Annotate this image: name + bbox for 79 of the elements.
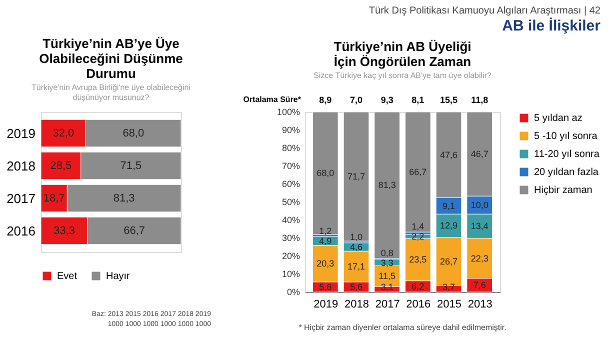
bar xyxy=(312,112,338,235)
legend-label: 5 -10 yıl sonra xyxy=(534,131,598,142)
data-label: 81,3 xyxy=(378,180,396,190)
data-label: 11,5 xyxy=(378,271,396,282)
data-label: 5,6 xyxy=(350,282,363,292)
legend-label: Hiçbir zaman xyxy=(534,185,592,196)
x-tick-label: 2018 xyxy=(344,298,369,310)
text: 11,8 xyxy=(471,95,488,105)
text: 7,0 xyxy=(350,95,363,105)
data-label: 4,9 xyxy=(319,236,332,246)
y-tick-label: 0% xyxy=(286,287,300,297)
x-tick-label: 2013 xyxy=(468,298,492,310)
y-tick-label: 2019 xyxy=(6,126,36,141)
data-label: 20,3 xyxy=(316,258,334,269)
x-tick-label: 2017 xyxy=(375,298,400,310)
data-label: 12,9 xyxy=(440,220,458,231)
data-label: 22,3 xyxy=(470,253,488,264)
data-label: 26,7 xyxy=(440,256,458,266)
chart-title: Türkiye’nin AB’ye Üye Olabileceğini Düşünme Durumu xyxy=(39,36,183,81)
data-label: 13,4 xyxy=(470,221,488,232)
text: 9,3 xyxy=(380,95,394,105)
bar xyxy=(404,112,431,232)
data-label: 23,5 xyxy=(409,254,427,265)
legend-label: 5 yıldan az xyxy=(534,113,582,124)
y-tick-label: 60% xyxy=(282,179,300,189)
chart-subtitle: Türkiye'nin Avrupa Birliği'ne üye olabileceğini düşünüyor musunuz? xyxy=(32,83,191,102)
data-label: 71,5 xyxy=(120,160,142,172)
legend-label: Evet xyxy=(57,271,78,282)
data-label: 68,0 xyxy=(316,168,334,178)
data-label: 28,5 xyxy=(50,160,72,172)
y-tick-label: 100% xyxy=(276,107,300,117)
y-tick-label: 80% xyxy=(282,143,300,153)
data-label: 46,7 xyxy=(470,149,488,160)
data-label: 6,2 xyxy=(412,281,424,292)
data-label: 1,0 xyxy=(350,232,363,242)
data-label: 7,6 xyxy=(473,280,486,290)
x-tick-label: 2016 xyxy=(406,298,431,310)
data-label: 18,7 xyxy=(43,192,65,204)
data-label: 66,7 xyxy=(409,167,427,178)
data-label: 81,3 xyxy=(113,192,135,204)
data-label: 17,1 xyxy=(347,262,366,272)
data-label: 0,8 xyxy=(380,248,394,258)
y-tick-label: 70% xyxy=(282,161,300,171)
data-label: 66,7 xyxy=(124,224,146,237)
text: 8,1 xyxy=(412,95,424,105)
y-tick-label: 2016 xyxy=(6,223,36,238)
legend-label: 20 yıldan fazla xyxy=(534,167,599,178)
data-label: 33,3 xyxy=(54,224,76,237)
x-tick-label: 2019 xyxy=(314,298,338,310)
data-label: 1,2 xyxy=(319,226,332,236)
legend-label: 11-20 yıl sonra xyxy=(534,149,600,160)
data-label: 10,0 xyxy=(470,200,488,210)
chart-subtitle: Sizce Türkiye kaç yıl sonra AB'ye tam üye olabilir? xyxy=(314,71,492,80)
text: Türk Dış Politikası Kamuoyu Algıları Araştırması | 42 xyxy=(368,6,601,16)
y-tick-label: 50% xyxy=(282,197,300,207)
y-tick-label: 10% xyxy=(282,269,300,279)
y-tick-label: 20% xyxy=(282,251,300,261)
text: * Hiçbir zaman diyenler ortalama süreye dahil edilmemiştir. xyxy=(298,323,506,332)
data-label: 3,3 xyxy=(380,258,394,268)
x-tick-label: 2015 xyxy=(437,298,462,310)
chart-title: Türkiye’nin AB Üyeliği İçin Öngörülen Zaman xyxy=(334,39,472,69)
y-tick-label: 30% xyxy=(282,233,300,243)
text: AB ile İlişkiler xyxy=(502,18,601,34)
data-label: 47,6 xyxy=(440,150,458,160)
data-label: 9,1 xyxy=(442,200,456,211)
y-tick-label: 2017 xyxy=(6,190,36,206)
data-label: 4,6 xyxy=(350,242,363,252)
data-label: 71,7 xyxy=(347,172,366,182)
y-tick-label: 2018 xyxy=(6,158,36,174)
text: 8,9 xyxy=(319,95,332,105)
y-tick-label: 90% xyxy=(282,125,300,135)
text: 15,5 xyxy=(440,95,458,105)
data-label: 68,0 xyxy=(122,127,144,140)
data-label: 1,4 xyxy=(412,222,424,232)
legend-label: Hayır xyxy=(106,271,131,282)
data-label: 32,0 xyxy=(52,127,74,140)
text: Ortalama Süre* xyxy=(243,95,302,104)
y-tick-label: 40% xyxy=(282,215,300,225)
data-label: 5,6 xyxy=(319,282,332,292)
